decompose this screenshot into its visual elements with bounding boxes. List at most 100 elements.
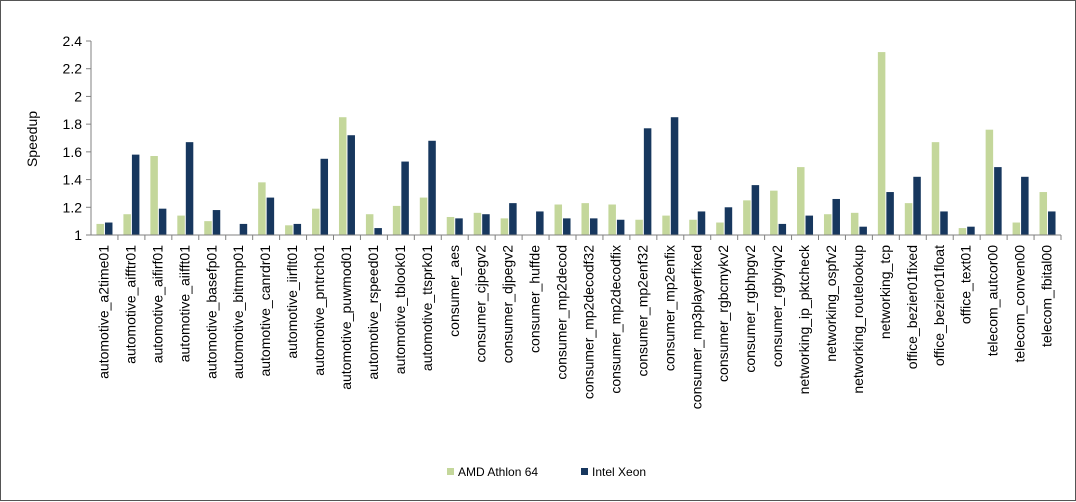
x-category-label: automotive_tblook01 bbox=[392, 245, 408, 374]
x-category-label: consumer_aes bbox=[446, 245, 462, 337]
y-tick-label: 1.8 bbox=[63, 116, 83, 132]
bar-amd-athlon-64 bbox=[258, 182, 266, 235]
bar-amd-athlon-64 bbox=[177, 215, 185, 235]
x-category-label: automotive_rspeed01 bbox=[365, 245, 381, 380]
bar-intel-xeon bbox=[509, 203, 517, 235]
x-category-label: automotive_aiifft01 bbox=[176, 245, 192, 362]
y-axis: 1 1.2 1.4 1.6 1.8 2 2.2 2.4 bbox=[63, 33, 92, 243]
bar-intel-xeon bbox=[428, 140, 436, 235]
x-category-label: telecom_autcor00 bbox=[985, 245, 1001, 357]
x-category-label: automotive_basefp01 bbox=[203, 245, 219, 379]
bar-intel-xeon bbox=[266, 197, 275, 235]
bar-intel-xeon bbox=[724, 207, 733, 235]
y-tick-label: 1.2 bbox=[63, 199, 83, 215]
bar-intel-xeon bbox=[158, 208, 167, 235]
bar-intel-xeon bbox=[347, 135, 355, 235]
x-category-label: automotive_iirflt01 bbox=[284, 245, 300, 359]
x-category-label: consumer_rgbcmykv2 bbox=[715, 245, 731, 382]
bars bbox=[96, 52, 1056, 236]
bar-intel-xeon bbox=[239, 223, 248, 235]
bar-amd-athlon-64 bbox=[554, 204, 563, 235]
x-category-label: networking_tcp bbox=[877, 245, 893, 339]
bar-amd-athlon-64 bbox=[285, 225, 293, 235]
bar-intel-xeon bbox=[778, 223, 787, 235]
y-tick-label: 1 bbox=[74, 227, 82, 243]
legend-swatch bbox=[581, 468, 588, 475]
x-category-label: telecom_fbital00 bbox=[1039, 245, 1055, 347]
bar-intel-xeon bbox=[1048, 211, 1056, 235]
x-category-label: automotive_ttsprk01 bbox=[419, 245, 435, 371]
x-category-label: networking_routelookup bbox=[850, 245, 866, 394]
bar-amd-athlon-64 bbox=[743, 200, 751, 235]
x-category-label: automotive_a2time01 bbox=[95, 245, 111, 379]
bar-amd-athlon-64 bbox=[716, 222, 724, 235]
bar-intel-xeon bbox=[401, 161, 409, 235]
x-category-label: consumer_cjpegv2 bbox=[473, 245, 489, 363]
bar-amd-athlon-64 bbox=[204, 221, 212, 235]
x-axis: automotive_a2time01 automotive_aifftr01 au… bbox=[91, 234, 1062, 409]
x-category-label: consumer_djpegv2 bbox=[500, 245, 516, 364]
x-category-label: consumer_mp2enf32 bbox=[634, 245, 650, 377]
bar-amd-athlon-64 bbox=[150, 156, 158, 235]
x-category-label: office_bezier01float bbox=[931, 245, 947, 366]
x-category-label: automotive_pntrch01 bbox=[311, 245, 327, 376]
bar-intel-xeon bbox=[913, 176, 921, 235]
bar-intel-xeon bbox=[563, 218, 571, 235]
bar-amd-athlon-64 bbox=[823, 214, 832, 235]
bar-amd-athlon-64 bbox=[1039, 192, 1048, 235]
bar-amd-athlon-64 bbox=[96, 223, 104, 235]
bar-intel-xeon bbox=[751, 185, 760, 235]
x-category-label: automotive_puwmod01 bbox=[338, 245, 354, 390]
legend-swatch bbox=[447, 468, 454, 475]
y-tick-label: 2.2 bbox=[63, 61, 83, 77]
x-category-label: consumer_mp2decodf32 bbox=[580, 245, 596, 399]
bar-amd-athlon-64 bbox=[958, 228, 967, 235]
y-tick-label: 1.6 bbox=[63, 144, 83, 160]
bar-intel-xeon bbox=[616, 219, 625, 235]
bar-amd-athlon-64 bbox=[904, 203, 913, 235]
bar-amd-athlon-64 bbox=[473, 212, 482, 235]
bar-amd-athlon-64 bbox=[365, 214, 374, 235]
bar-amd-athlon-64 bbox=[877, 52, 886, 236]
bar-amd-athlon-64 bbox=[581, 203, 589, 235]
bar-intel-xeon bbox=[670, 117, 679, 235]
bar-intel-xeon bbox=[131, 154, 140, 235]
bar-intel-xeon bbox=[320, 158, 329, 235]
x-category-label: networking_ospfv2 bbox=[823, 245, 839, 362]
bar-intel-xeon bbox=[697, 211, 706, 235]
legend-entry: AMD Athlon 64 bbox=[458, 465, 538, 479]
x-category-label: telecom_conven00 bbox=[1012, 245, 1028, 363]
bar-amd-athlon-64 bbox=[931, 142, 940, 235]
bar-intel-xeon bbox=[104, 222, 113, 235]
bar-amd-athlon-64 bbox=[123, 214, 131, 235]
bar-intel-xeon bbox=[643, 128, 652, 235]
x-category-label: consumer_huffde bbox=[527, 245, 543, 353]
x-category-label: automotive_bitmnp01 bbox=[230, 245, 246, 379]
bar-amd-athlon-64 bbox=[392, 205, 401, 235]
bar-amd-athlon-64 bbox=[850, 212, 859, 235]
bar-amd-athlon-64 bbox=[985, 129, 994, 235]
bar-amd-athlon-64 bbox=[770, 190, 778, 235]
x-category-label: consumer_rgbyiqv2 bbox=[769, 245, 785, 367]
bar-intel-xeon bbox=[455, 218, 463, 235]
bar-amd-athlon-64 bbox=[312, 208, 320, 235]
bar-intel-xeon bbox=[482, 214, 490, 235]
bar-amd-athlon-64 bbox=[1012, 222, 1021, 235]
bar-intel-xeon bbox=[589, 218, 598, 235]
x-category-label: networking_ip_pktcheck bbox=[796, 244, 812, 394]
x-category-label: consumer_mp2enfix bbox=[661, 245, 677, 371]
x-category-label: consumer_mp3playerfixed bbox=[688, 245, 704, 409]
bar-intel-xeon bbox=[374, 228, 382, 235]
legend-entry: Intel Xeon bbox=[592, 465, 646, 479]
bar-intel-xeon bbox=[940, 211, 948, 235]
y-tick-label: 1.4 bbox=[63, 172, 83, 188]
x-category-label: office_text01 bbox=[958, 245, 974, 324]
x-category-label: office_bezier01fixed bbox=[904, 245, 920, 369]
bar-intel-xeon bbox=[1021, 176, 1029, 235]
bar-intel-xeon bbox=[859, 226, 867, 235]
bar-amd-athlon-64 bbox=[338, 117, 347, 235]
x-category-label: consumer_rgbhpgv2 bbox=[742, 245, 758, 373]
x-category-label: automotive_aifirf01 bbox=[149, 245, 165, 364]
